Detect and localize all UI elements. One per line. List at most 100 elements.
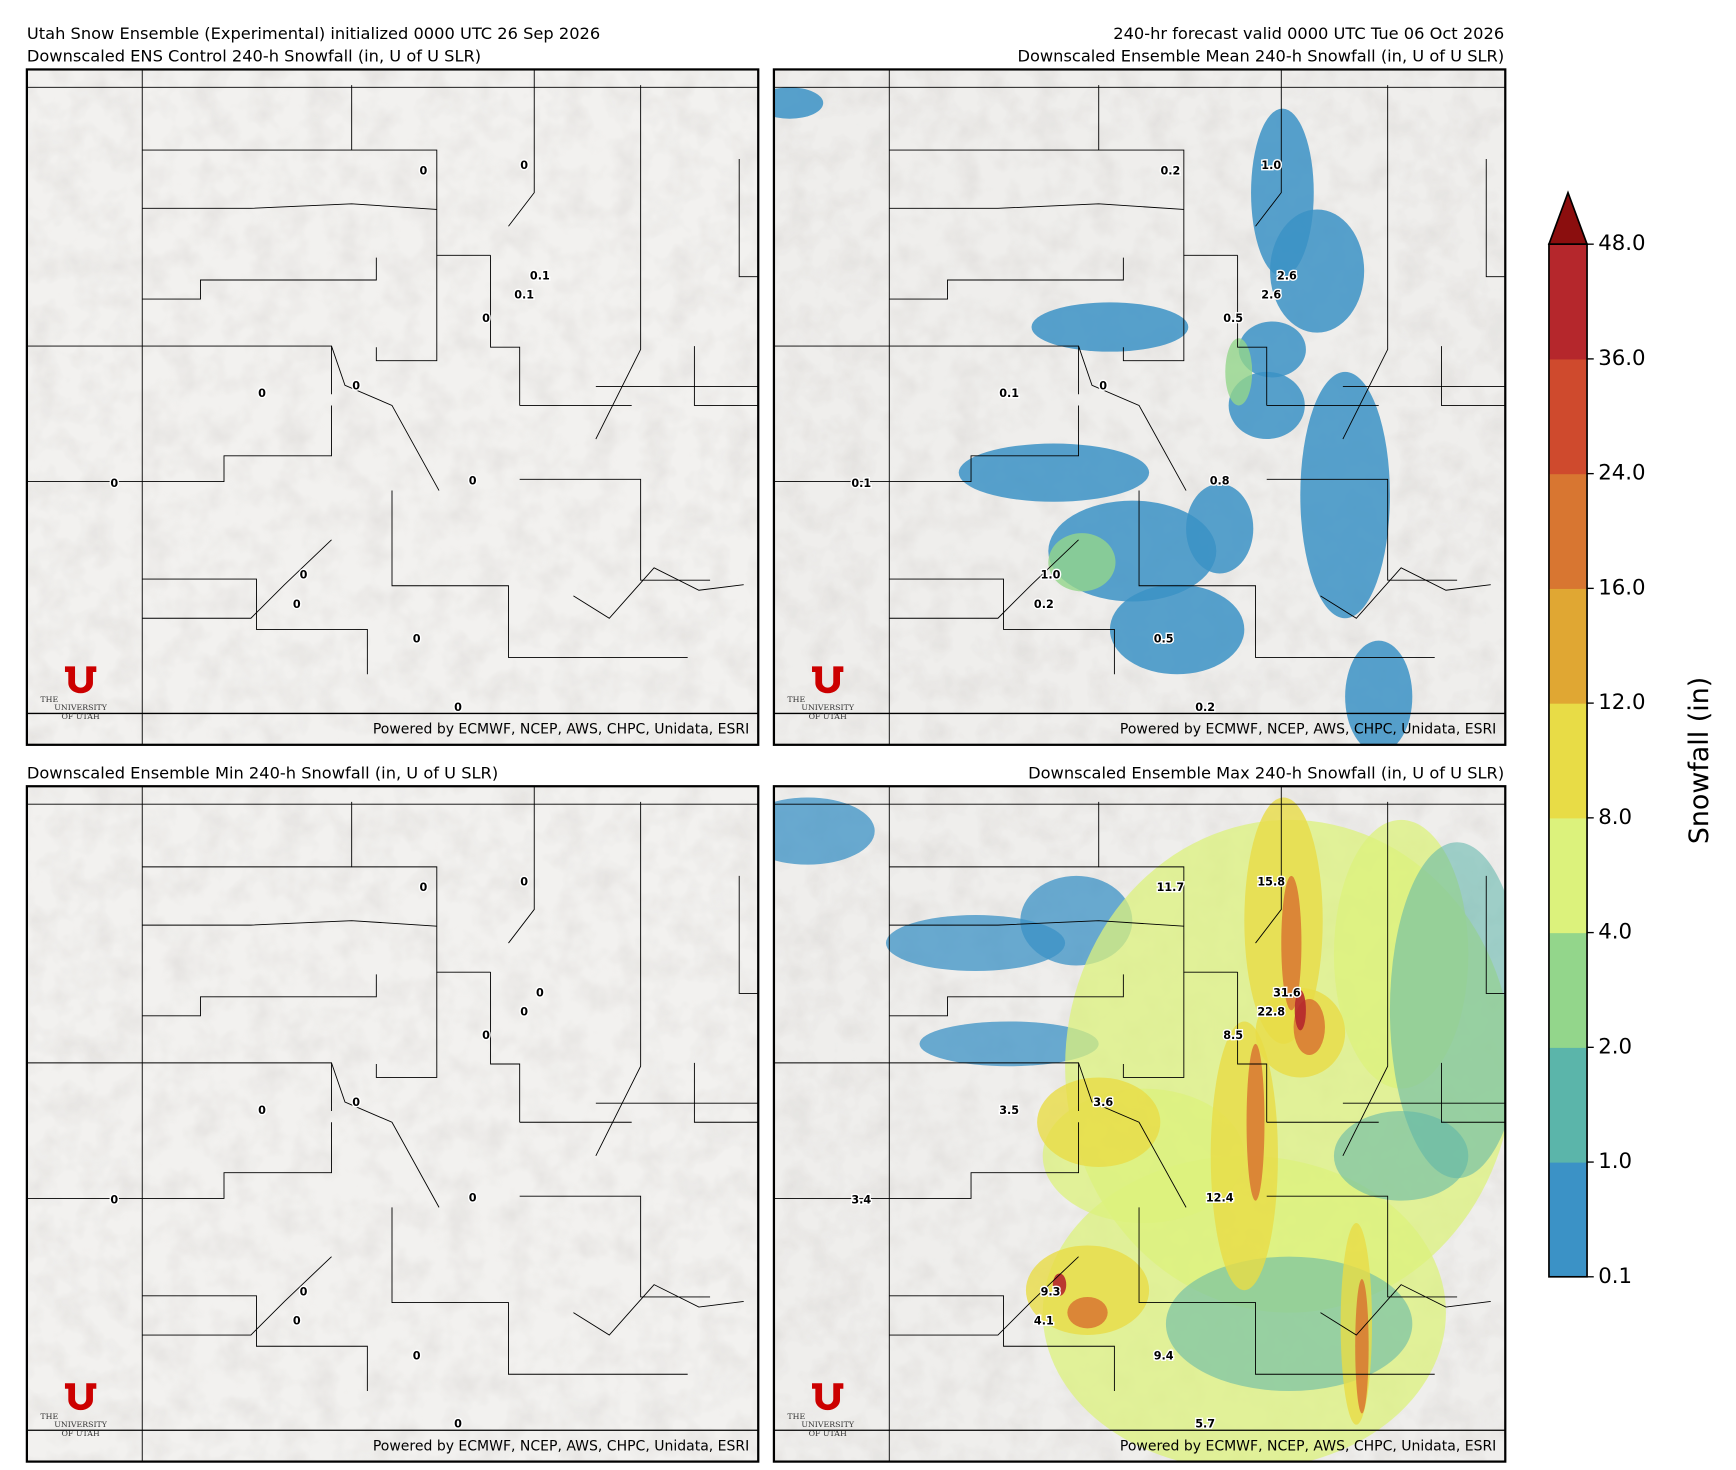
point-value: 0: [300, 1285, 308, 1298]
county-line: [519, 1195, 711, 1298]
snow-shading: [1246, 1043, 1265, 1201]
county-line: [773, 1062, 1080, 1112]
county-line: [889, 1256, 1079, 1336]
point-value: 31.6: [1273, 986, 1301, 999]
county-line: [26, 345, 332, 395]
credit: Powered by ECMWF, NCEP, AWS, CHPC, Unida…: [1120, 722, 1496, 738]
colorbar-tick-label: 0.1: [1598, 1264, 1632, 1289]
county-line: [693, 1062, 759, 1123]
run-title: Utah Snow Ensemble (Experimental) initia…: [27, 24, 600, 43]
colorbar-tick-label: 48.0: [1598, 231, 1645, 256]
logo-text: UNIVERSITY: [54, 703, 107, 712]
county-line: [142, 1256, 332, 1336]
county-line: [1485, 875, 1506, 994]
county-line: [1078, 1062, 1187, 1208]
snow-shading: [1109, 584, 1245, 675]
point-value: 4.1: [1034, 1315, 1054, 1328]
county-line: [1138, 1207, 1435, 1375]
county-line: [331, 1062, 440, 1208]
point-value: 0.2: [1034, 598, 1054, 611]
county-line: [889, 578, 1115, 675]
county-line: [889, 539, 1079, 619]
valid-title: 240-hr forecast valid 0000 UTC Tue 06 Oc…: [1113, 24, 1504, 43]
snow-shading: [1210, 1021, 1278, 1291]
point-value: 0: [520, 876, 528, 889]
point-value: 0: [454, 1418, 462, 1431]
colorbar-extend: [1547, 190, 1589, 246]
point-value: 3.5: [999, 1104, 1019, 1117]
panel-frame: [25, 785, 760, 1463]
colorbar-tick-label: 16.0: [1598, 575, 1645, 600]
colorbar-label: Snowfall (in): [1684, 677, 1715, 844]
point-value: 0: [352, 379, 360, 392]
point-value: 11.7: [1157, 881, 1185, 894]
county-line: [1485, 159, 1506, 278]
panel-frame: [25, 68, 760, 746]
snow-shading: [1048, 533, 1116, 592]
snow-shading: [1281, 875, 1302, 1011]
county-line: [773, 1122, 1080, 1199]
county-line: [889, 920, 1184, 927]
map-area: [773, 786, 1506, 1462]
county-line: [738, 875, 759, 994]
snow-shading: [773, 87, 824, 119]
logo-mark: [64, 666, 97, 694]
point-value: 1.0: [1261, 159, 1281, 172]
colorbar-tick-label: 2.0: [1598, 1034, 1632, 1059]
county-line: [142, 1295, 368, 1392]
point-value: 0: [520, 1005, 528, 1018]
colorbar-tick-label: 1.0: [1598, 1149, 1632, 1174]
county-line: [142, 257, 377, 300]
county-line: [595, 85, 642, 440]
colorbar-tick-label: 8.0: [1598, 805, 1632, 830]
logo-mark: [812, 666, 844, 694]
point-value: 0.1: [530, 270, 550, 283]
panel-title: Downscaled Ensemble Max 240-h Snowfall (…: [1028, 763, 1504, 782]
logo-text: UNIVERSITY: [801, 703, 854, 712]
county-line: [1138, 490, 1435, 658]
logo-text: UNIVERSITY: [54, 1420, 107, 1429]
map-area: [26, 786, 759, 1462]
point-value: 3.6: [1093, 1096, 1113, 1109]
colorbar-bin: [1548, 473, 1588, 589]
point-value: 1.0: [1041, 569, 1061, 582]
point-value: 0: [482, 1029, 490, 1042]
county-line: [1440, 346, 1506, 406]
snow-shading: [919, 1021, 1099, 1067]
county-line: [1342, 801, 1389, 1157]
colorbar: 0.1 1.0 2.0 4.0 8.0 12.0 16.0 24.0 36.0 48.0 Snowf…: [1547, 190, 1715, 1289]
colorbar-tick-label: 36.0: [1598, 346, 1645, 371]
colorbar-bin: [1548, 588, 1588, 704]
credit: Powered by ECMWF, NCEP, AWS, CHPC, Unida…: [373, 1438, 749, 1454]
point-value: 2.6: [1277, 270, 1297, 283]
county-line: [375, 972, 438, 1078]
county-line: [142, 578, 368, 675]
point-value: 0: [352, 1096, 360, 1109]
county-line: [1237, 255, 1268, 406]
county-line: [375, 255, 438, 362]
point-value: 0: [520, 159, 528, 172]
county-line: [1237, 972, 1268, 1123]
point-value: 2.6: [1261, 289, 1281, 302]
point-value: 0: [469, 1191, 477, 1204]
county-line: [351, 866, 491, 973]
county-line: [142, 974, 377, 1017]
county-line: [573, 1284, 744, 1336]
county-line: [889, 974, 1124, 1017]
county-line: [1122, 255, 1185, 362]
county-line: [142, 920, 437, 927]
point-value: 0: [419, 164, 427, 177]
county-line: [889, 257, 1124, 300]
snow-shading: [1025, 1245, 1150, 1336]
point-value: 0.1: [851, 477, 871, 490]
snow-shading: [1238, 321, 1306, 378]
snow-shading: [1355, 1279, 1369, 1414]
point-value: 8.5: [1223, 1029, 1243, 1042]
county-line: [1078, 345, 1187, 491]
logo-text: OF UTAH: [809, 1429, 847, 1438]
county-line: [26, 405, 332, 483]
county-line: [1255, 786, 1282, 944]
logo-text: OF UTAH: [62, 712, 100, 721]
